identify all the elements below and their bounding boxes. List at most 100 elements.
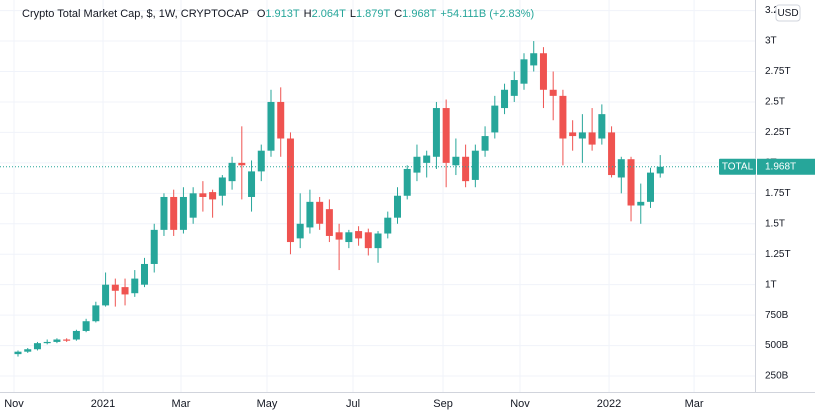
ohlc-key: O	[257, 8, 266, 20]
x-tick-label: Jul	[346, 398, 360, 410]
candle-body	[248, 171, 256, 197]
y-tick-label: 2.25T	[765, 127, 791, 138]
candle-body	[150, 229, 158, 264]
y-tick-label: 1T	[765, 279, 777, 290]
y-tick-label: 3T	[765, 36, 777, 47]
candle-body	[14, 351, 22, 355]
candle-body	[267, 101, 275, 151]
x-tick-label: Nov	[4, 398, 24, 410]
candle-body	[646, 172, 654, 202]
candle-body	[189, 193, 197, 218]
candle-body	[355, 231, 363, 239]
candle-body	[501, 89, 509, 109]
change-value: +54.111B (+2.83%)	[440, 8, 534, 20]
candle-body	[627, 159, 635, 206]
candle-body	[63, 339, 71, 341]
candle-body	[510, 80, 518, 96]
candle-body	[637, 201, 645, 206]
candle-body	[140, 263, 148, 285]
currency-label: USD	[777, 8, 798, 19]
x-tick-label: 2021	[91, 398, 115, 410]
symbol-badge	[719, 158, 756, 175]
candle-body	[179, 196, 187, 230]
candle-body	[43, 341, 51, 344]
ohlc-value: 2.064T	[312, 8, 347, 20]
ohlc-key: L	[350, 8, 356, 20]
candle-body	[539, 53, 547, 90]
candle-body	[33, 343, 41, 350]
candle-body	[432, 108, 440, 157]
candle-body	[72, 330, 80, 340]
candle-body	[228, 162, 236, 182]
candle-body	[549, 89, 557, 96]
last-price-badge	[757, 158, 815, 175]
x-tick-label: Mar	[172, 398, 191, 410]
candle-body	[257, 150, 265, 172]
x-tick-label: Nov	[510, 398, 530, 410]
overlay: TOTAL 1.968T USD	[0, 4, 815, 175]
ohlc-value: 1.968T	[402, 8, 437, 20]
candle-body	[199, 193, 207, 197]
candle-body	[598, 114, 606, 139]
x-tick-label: Sep	[433, 398, 453, 410]
candle-body	[131, 278, 139, 294]
candle-body	[306, 201, 314, 228]
candle-body	[170, 196, 178, 230]
ohlc-value: 1.879T	[356, 8, 391, 20]
symbol-label: TOTAL	[722, 161, 754, 172]
last-price-label: 1.968T	[765, 161, 796, 172]
candle-body	[569, 132, 577, 137]
candle-body	[218, 177, 226, 196]
candle-body	[530, 53, 538, 66]
y-tick-label: 1.25T	[765, 249, 791, 260]
candle-body	[325, 209, 333, 236]
candle-body	[53, 339, 61, 342]
candle-body	[335, 232, 343, 240]
candle-body	[121, 287, 129, 295]
y-tick-label: 2.75T	[765, 66, 791, 77]
y-tick-label: 750B	[765, 310, 789, 321]
candle-body	[442, 108, 450, 163]
grid	[0, 0, 755, 392]
candle-body	[559, 95, 567, 139]
candle-body	[608, 132, 616, 176]
candle-body	[345, 232, 353, 243]
candle-body	[617, 159, 625, 178]
ohlc-key: C	[394, 8, 402, 20]
candle-body	[413, 156, 421, 173]
candles	[14, 41, 664, 357]
candle-body	[286, 138, 294, 243]
candle-body	[471, 150, 479, 180]
candle-body	[578, 132, 586, 139]
y-tick-label: 2.5T	[765, 97, 785, 108]
x-tick-label: May	[257, 398, 278, 410]
chart-title: Crypto Total Market Cap, $, 1W, CRYPTOCA…	[22, 8, 249, 20]
y-tick-label: 500B	[765, 340, 789, 351]
candle-body	[82, 321, 90, 331]
candle-body	[364, 232, 372, 249]
y-tick-label: 1.5T	[765, 218, 785, 229]
candle-body	[403, 168, 411, 196]
candle-body	[92, 305, 100, 322]
legend-header: Crypto Total Market Cap, $, 1W, CRYPTOCA…	[22, 8, 534, 20]
candle-body	[316, 201, 324, 224]
candle-body	[481, 136, 489, 151]
axes: 250B500B750B1T1.25T1.5T1.75T2T2.25T2.5T2…	[0, 0, 815, 410]
candle-body	[393, 195, 401, 218]
candle-body	[452, 156, 460, 166]
ohlc-value: 1.913T	[265, 8, 300, 20]
candle-body	[588, 132, 596, 145]
candle-body	[296, 223, 304, 239]
candle-body	[277, 101, 285, 139]
ohlc-key: H	[304, 8, 312, 20]
candle-body	[111, 284, 119, 291]
y-tick-label: 1.75T	[765, 188, 791, 199]
candle-body	[491, 105, 499, 133]
candle-body	[423, 155, 431, 163]
candle-body	[102, 284, 110, 306]
candle-body	[462, 156, 470, 182]
candle-body	[238, 162, 246, 166]
candle-body	[656, 166, 664, 174]
